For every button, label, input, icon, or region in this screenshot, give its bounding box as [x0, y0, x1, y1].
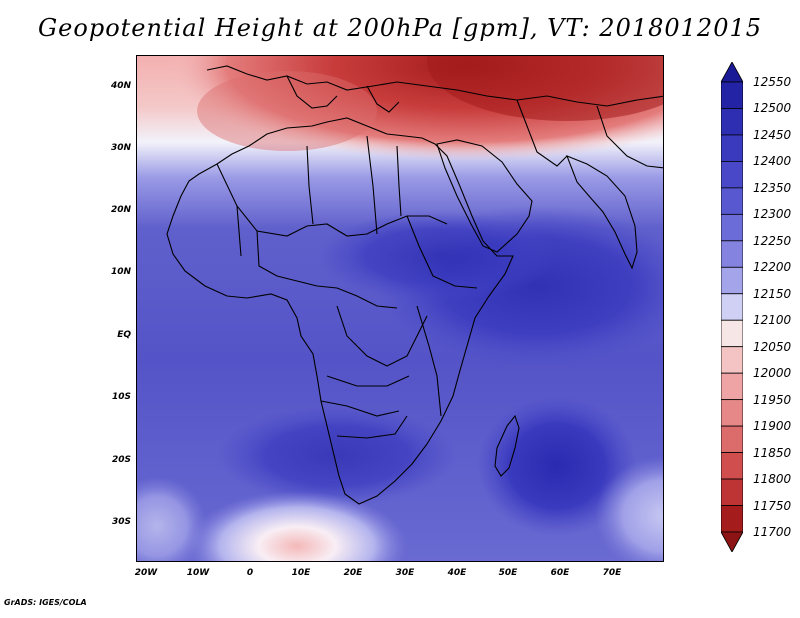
colorbar-label: 12300 — [753, 207, 792, 222]
colorbar-label: 11700 — [753, 525, 792, 539]
lat-label-10n: 10N — [110, 267, 131, 277]
colorbar-label: 12200 — [753, 260, 792, 275]
colorbar-box — [721, 108, 743, 136]
lon-label-20w: 20W — [134, 568, 158, 578]
colorbar-label: 12100 — [753, 313, 792, 328]
colorbar-label: 12550 — [753, 75, 792, 89]
coastlines — [166, 65, 663, 505]
lat-label-30s: 30S — [111, 517, 131, 527]
colorbar-bottom-arrow — [721, 531, 743, 552]
colorbar-top-arrow — [721, 62, 743, 83]
lat-label-20s: 20S — [111, 455, 131, 465]
lon-label-20e: 20E — [343, 568, 363, 578]
colorbar-box — [721, 213, 743, 242]
lat-label-30n: 30N — [110, 143, 131, 153]
colorbar-box — [721, 372, 743, 401]
colorbar-box — [721, 187, 743, 215]
colorbar-label: 12250 — [753, 233, 792, 248]
chart-title: Geopotential Height at 200hPa [gpm], VT:… — [38, 14, 762, 42]
colorbar-label: 12400 — [753, 154, 792, 169]
colorbar-box — [721, 240, 743, 268]
colorbar-box — [721, 293, 743, 321]
lat-label-eq: EQ — [117, 330, 131, 340]
colorbar-box — [721, 346, 743, 374]
colorbar — [721, 62, 743, 552]
colorbar-box — [721, 161, 743, 189]
colorbar-label: 12350 — [753, 180, 792, 195]
colorbar-label: 12450 — [753, 127, 792, 142]
colorbar-label: 12150 — [753, 286, 792, 301]
lat-label-20n: 20N — [110, 205, 131, 215]
colorbar-box — [721, 134, 743, 162]
height-field-map — [137, 56, 663, 561]
colorbar-box — [721, 452, 743, 480]
grads-credit: GrADS: IGES/COLA — [4, 598, 87, 607]
colorbar-label: 11900 — [753, 419, 792, 434]
colorbar-label: 11850 — [753, 445, 792, 460]
lon-label-0: 0 — [246, 568, 254, 578]
map-panel — [136, 55, 664, 562]
colorbar-box — [721, 266, 743, 295]
lon-label-70e: 70E — [602, 568, 622, 578]
lon-label-40e: 40E — [447, 568, 467, 578]
colorbar-box — [721, 319, 743, 348]
colorbar-label: 12000 — [753, 366, 792, 381]
colorbar-box — [721, 399, 743, 427]
colorbar-box — [721, 425, 743, 453]
lat-label-40n: 40N — [110, 81, 131, 91]
colorbar-box — [721, 505, 743, 533]
colorbar-label: 11750 — [753, 498, 792, 513]
colorbar-label: 11800 — [753, 472, 792, 487]
colorbar-box — [721, 478, 743, 506]
lon-label-10w: 10W — [186, 568, 210, 578]
lat-label-10s: 10S — [111, 392, 131, 402]
colorbar-box — [721, 81, 743, 109]
lon-label-50e: 50E — [498, 568, 518, 578]
colorbar-label: 12500 — [753, 101, 792, 116]
lon-label-10e: 10E — [291, 568, 311, 578]
colorbar-label: 11950 — [753, 392, 792, 407]
lon-label-60e: 60E — [550, 568, 570, 578]
colorbar-label: 12050 — [753, 339, 792, 354]
lon-label-30e: 30E — [395, 568, 415, 578]
